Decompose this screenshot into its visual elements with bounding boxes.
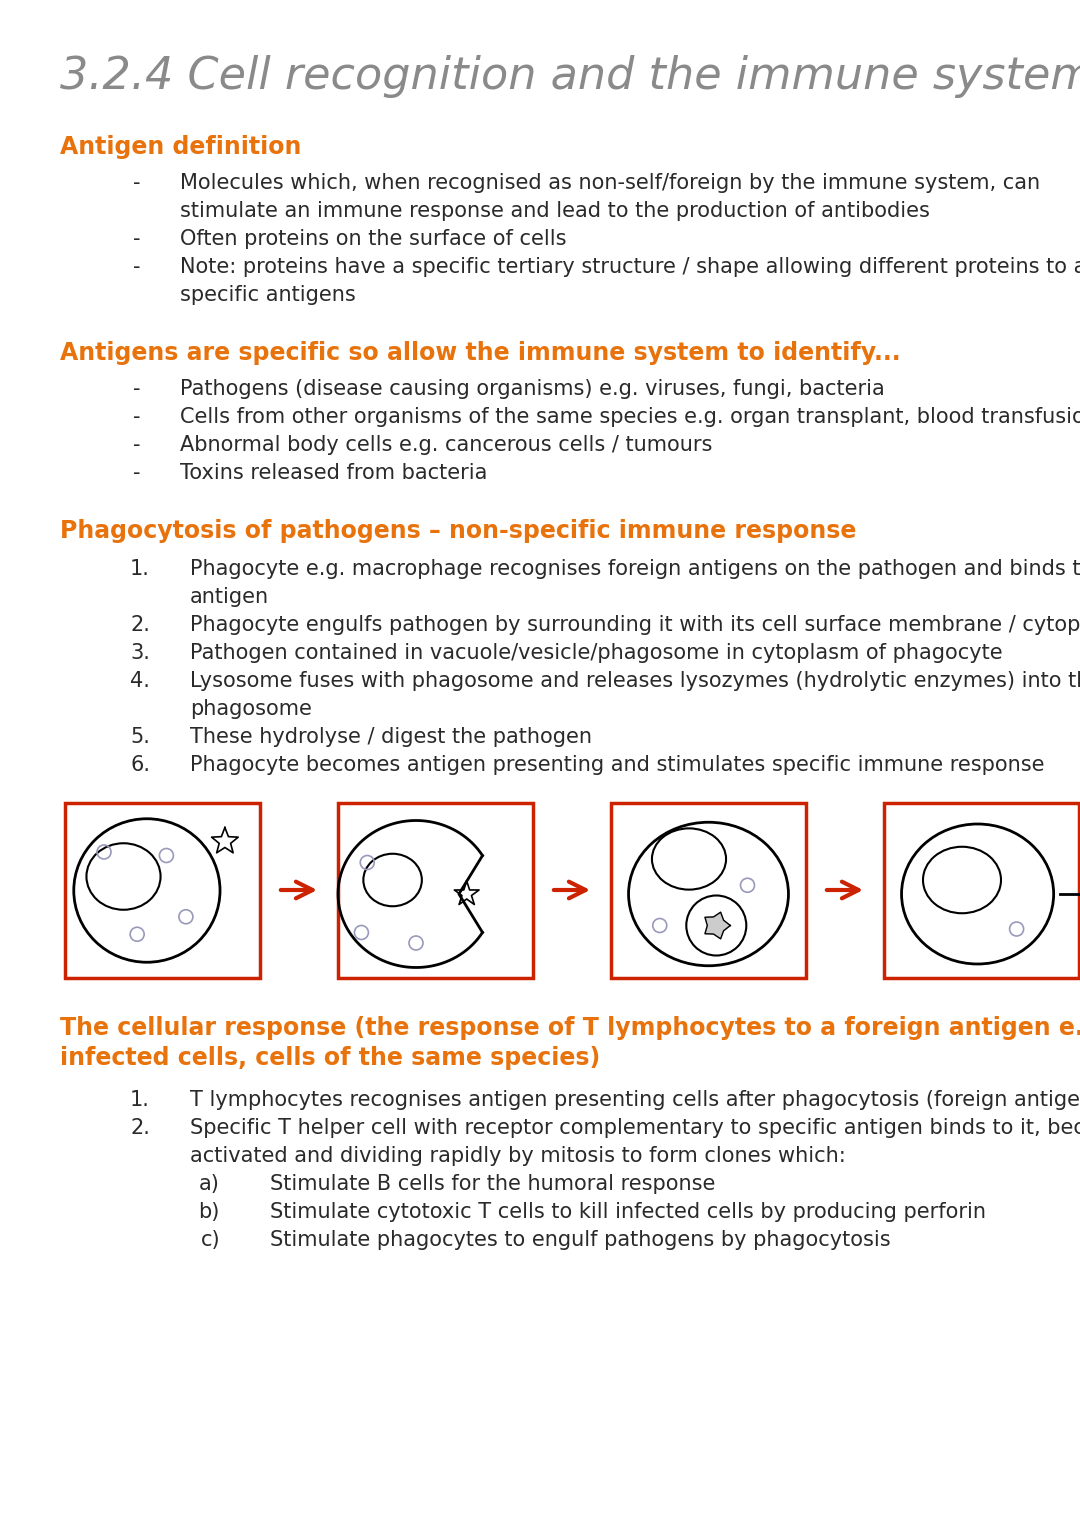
Text: activated and dividing rapidly by mitosis to form clones which:: activated and dividing rapidly by mitosi…	[190, 1146, 846, 1166]
Text: Stimulate cytotoxic T cells to kill infected cells by producing perforin: Stimulate cytotoxic T cells to kill infe…	[270, 1203, 986, 1222]
Text: Molecules which, when recognised as non-self/foreign by the immune system, can: Molecules which, when recognised as non-…	[180, 173, 1040, 193]
Text: Antigens are specific so allow the immune system to identify...: Antigens are specific so allow the immun…	[60, 341, 901, 365]
Text: -: -	[133, 435, 140, 455]
Text: 2.: 2.	[130, 1118, 150, 1138]
Text: Often proteins on the surface of cells: Often proteins on the surface of cells	[180, 229, 567, 249]
Text: a): a)	[199, 1174, 220, 1193]
Text: Phagocyte becomes antigen presenting and stimulates specific immune response: Phagocyte becomes antigen presenting and…	[190, 755, 1044, 775]
Text: These hydrolyse / digest the pathogen: These hydrolyse / digest the pathogen	[190, 727, 592, 747]
Bar	[885, 804, 1079, 978]
Text: -: -	[133, 229, 140, 249]
Text: antigen: antigen	[190, 587, 269, 607]
Text: -: -	[133, 173, 140, 193]
Text: Toxins released from bacteria: Toxins released from bacteria	[180, 463, 487, 483]
Text: Pathogens (disease causing organisms) e.g. viruses, fungi, bacteria: Pathogens (disease causing organisms) e.…	[180, 379, 885, 399]
Text: 1.: 1.	[130, 1089, 150, 1109]
Text: Note: proteins have a specific tertiary structure / shape allowing different pro: Note: proteins have a specific tertiary …	[180, 257, 1080, 277]
Text: stimulate an immune response and lead to the production of antibodies: stimulate an immune response and lead to…	[180, 202, 930, 222]
Text: Stimulate B cells for the humoral response: Stimulate B cells for the humoral respon…	[270, 1174, 715, 1193]
Text: T lymphocytes recognises antigen presenting cells after phagocytosis (foreign an: T lymphocytes recognises antigen present…	[190, 1089, 1080, 1109]
Text: Abnormal body cells e.g. cancerous cells / tumours: Abnormal body cells e.g. cancerous cells…	[180, 435, 713, 455]
Text: Specific T helper cell with receptor complementary to specific antigen binds to : Specific T helper cell with receptor com…	[190, 1118, 1080, 1138]
Bar	[338, 804, 534, 978]
Text: Cells from other organisms of the same species e.g. organ transplant, blood tran: Cells from other organisms of the same s…	[180, 406, 1080, 426]
Text: Phagocyte e.g. macrophage recognises foreign antigens on the pathogen and binds : Phagocyte e.g. macrophage recognises for…	[190, 559, 1080, 579]
Text: 1.: 1.	[130, 559, 150, 579]
Text: phagosome: phagosome	[190, 698, 312, 720]
Text: -: -	[133, 406, 140, 426]
Text: 6.: 6.	[130, 755, 150, 775]
Text: -: -	[133, 463, 140, 483]
Text: 2.: 2.	[130, 614, 150, 636]
Text: 4.: 4.	[130, 671, 150, 691]
Text: Antigen definition: Antigen definition	[60, 134, 301, 159]
Text: -: -	[133, 379, 140, 399]
Text: Lysosome fuses with phagosome and releases lysozymes (hydrolytic enzymes) into t: Lysosome fuses with phagosome and releas…	[190, 671, 1080, 691]
Text: The cellular response (the response of T lymphocytes to a foreign antigen e.g.: The cellular response (the response of T…	[60, 1016, 1080, 1041]
Text: Phagocyte engulfs pathogen by surrounding it with its cell surface membrane / cy: Phagocyte engulfs pathogen by surroundin…	[190, 614, 1080, 636]
Text: Stimulate phagocytes to engulf pathogens by phagocytosis: Stimulate phagocytes to engulf pathogens…	[270, 1230, 891, 1250]
Text: Pathogen contained in vacuole/vesicle/phagosome in cytoplasm of phagocyte: Pathogen contained in vacuole/vesicle/ph…	[190, 643, 1002, 663]
Text: -: -	[133, 257, 140, 277]
Text: infected cells, cells of the same species): infected cells, cells of the same specie…	[60, 1047, 600, 1070]
Text: 3.: 3.	[130, 643, 150, 663]
Text: Phagocytosis of pathogens – non-specific immune response: Phagocytosis of pathogens – non-specific…	[60, 520, 856, 542]
Bar	[611, 804, 806, 978]
Bar	[65, 804, 260, 978]
Text: specific antigens: specific antigens	[180, 286, 355, 306]
Text: c): c)	[201, 1230, 220, 1250]
Text: 5.: 5.	[130, 727, 150, 747]
Text: b): b)	[199, 1203, 220, 1222]
Polygon shape	[705, 912, 730, 938]
Text: 3.2.4 Cell recognition and the immune system: 3.2.4 Cell recognition and the immune sy…	[60, 55, 1080, 98]
